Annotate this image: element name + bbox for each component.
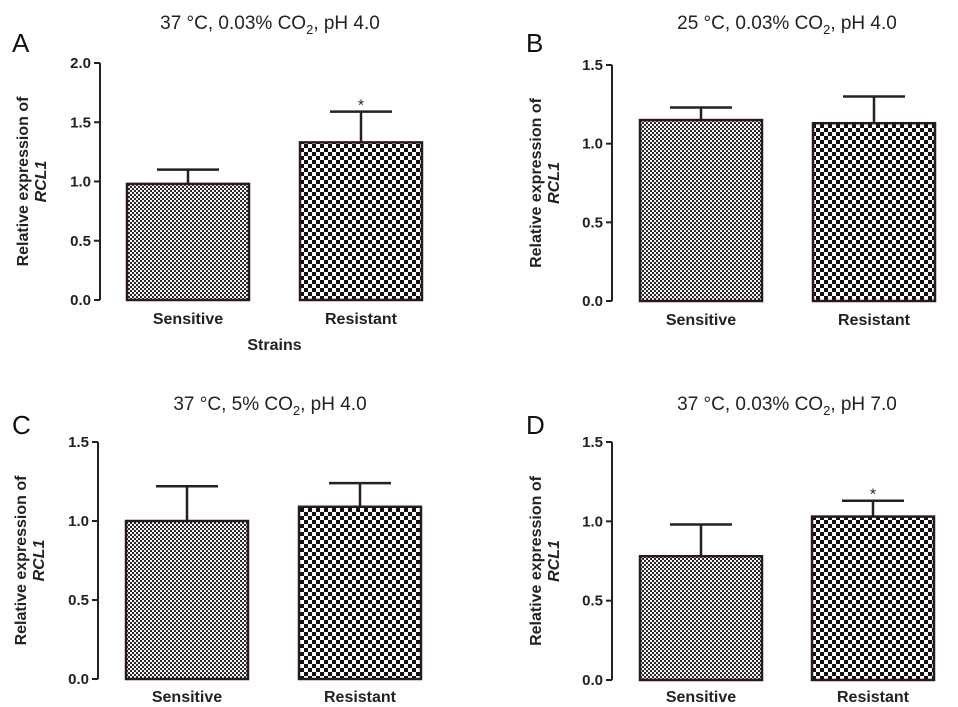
bar-resistant [811,121,937,303]
bar-resistant [298,141,424,302]
y-tick-label: 1.0 [582,136,603,153]
panel-title: 37 °C, 0.03% CO2, pH 7.0 [677,394,897,418]
y-tick-label: 1.5 [68,434,89,451]
y-axis-title: Relative expression ofRCL1 [15,96,50,267]
y-tick-label: 2.0 [70,55,91,72]
chart-panel-c: C 37 °C, 5% CO2, pH 4.0 0.0 0.5 1.0 1.5 Relati… [12,394,423,706]
y-axis-title: Relative expression ofRCL1 [528,97,563,268]
x-category-label: Resistant [838,312,911,329]
x-category-label: Resistant [325,311,398,328]
chart-panel-a: A 37 °C, 0.03% CO2, pH 4.0 0.0 0.5 1.0 1.5 2.0… [12,13,424,354]
x-category-label: Sensitive [152,689,222,706]
y-axis-title: Relative expression ofRCL1 [13,475,48,646]
y-tick-label: 1.5 [70,114,91,131]
y-tick-label: 0.5 [68,592,89,609]
x-category-label: Sensitive [153,311,223,328]
panel-letter: C [12,410,31,440]
bar-sensitive [638,554,764,682]
panel-title: 25 °C, 0.03% CO2, pH 4.0 [677,13,897,37]
y-tick-label: 1.5 [582,434,603,451]
y-tick-label: 1.0 [68,513,89,530]
chart-panel-b: B 25 °C, 0.03% CO2, pH 4.0 0.0 0.5 1.0 1.5 Rel… [526,13,937,329]
y-tick-label: 0.0 [68,671,89,688]
x-category-label: Sensitive [666,689,736,706]
panel-title: 37 °C, 0.03% CO2, pH 4.0 [160,13,380,37]
x-axis-title: Strains [247,337,301,354]
bar-sensitive [125,182,251,302]
y-tick-label: 1.0 [70,174,91,191]
bar-sensitive [124,519,250,681]
panel-title: 37 °C, 5% CO2, pH 4.0 [173,394,366,418]
y-tick-label: 0.5 [582,214,603,231]
panel-letter: A [12,28,30,58]
bar-sensitive [638,118,764,303]
y-tick-label: 1.5 [582,57,603,74]
y-tick-label: 0.0 [70,292,91,309]
y-tick-label: 0.5 [70,233,91,250]
x-category-label: Resistant [324,689,397,706]
y-tick-label: 0.0 [582,672,603,689]
x-category-label: Sensitive [666,312,736,329]
x-category-label: Resistant [837,689,910,706]
panel-letter: D [526,410,545,440]
y-axis-title: Relative expression ofRCL1 [528,475,563,646]
bar-resistant [810,515,936,682]
y-tick-label: 0.5 [582,593,603,610]
y-tick-label: 1.0 [582,513,603,530]
bar-resistant [297,505,423,681]
significance-marker: * [358,98,364,115]
panel-letter: B [526,28,543,58]
significance-marker: * [870,487,876,504]
chart-panel-d: D 37 °C, 0.03% CO2, pH 7.0 0.0 0.5 1.0 1.5 Rel… [526,394,936,706]
y-tick-label: 0.0 [582,293,603,310]
